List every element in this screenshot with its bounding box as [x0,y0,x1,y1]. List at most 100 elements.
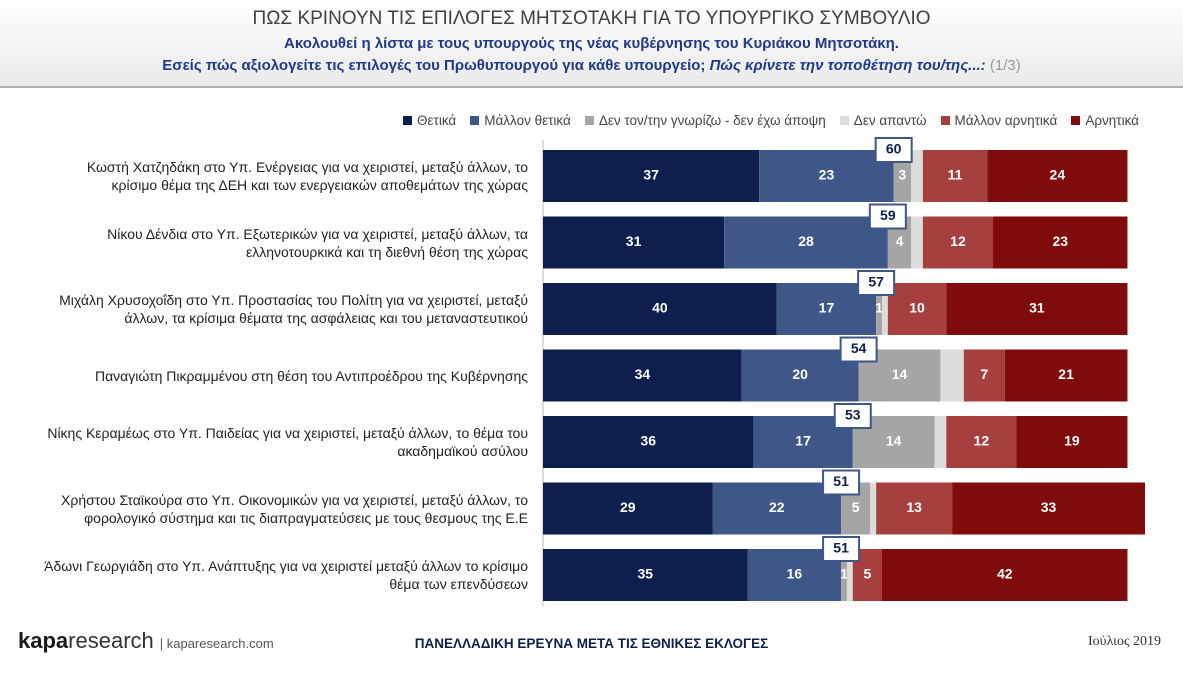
logo-light: research [68,628,154,653]
legend-item: Αρνητικά [1071,113,1139,128]
value-label: 21 [1058,366,1074,382]
value-label: 19 [1064,433,1080,449]
legend-swatch [584,116,594,125]
total-box [822,469,861,496]
bar-segment [963,349,1005,402]
total-label: 54 [851,340,867,356]
legend-label: Μάλλον αρνητικά [954,113,1058,128]
header: ΠΩΣ ΚΡΙΝΟΥΝ ΤΙΣ ΕΠΙΛΟΓΕΣ ΜΗΤΣΟΤΑΚΗ ΓΙΑ Τ… [0,0,1183,88]
bar-segment [543,416,754,468]
value-label: 1 [840,566,848,582]
bar-segment [952,482,1145,535]
value-label: 28 [798,233,814,249]
site: | kaparesearch.com [159,636,274,651]
value-label: 24 [1050,167,1066,183]
bar-segment [870,482,877,535]
bar-segment [940,349,964,402]
value-label: 12 [950,233,966,249]
page-number: (1/3) [989,57,1021,74]
value-label: 23 [819,167,835,183]
legend-swatch [940,116,950,125]
value-label: 11 [948,167,963,183]
value-label: 22 [769,499,785,515]
title: ΠΩΣ ΚΡΙΝΟΥΝ ΤΙΣ ΕΠΙΛΟΓΕΣ ΜΗΤΣΟΤΑΚΗ ΓΙΑ Τ… [252,8,931,29]
value-label: 12 [974,433,990,449]
legend-label: Θετικά [416,113,457,128]
total-label: 51 [833,473,849,489]
value-label: 34 [635,366,651,382]
total-box [839,336,878,363]
total-box [857,270,896,296]
bar-segment [1004,349,1128,402]
bar-segment [543,283,777,335]
bar-segment [887,283,947,335]
legend-item: Δεν απαντώ [839,113,927,128]
legend-swatch [402,116,412,125]
bar-segment [987,150,1128,202]
value-label: 14 [892,366,908,382]
value-label: 5 [852,499,860,515]
legend-swatch [839,116,849,125]
bar-segment [881,549,1128,601]
bar-segment [911,150,923,202]
value-label: 33 [1041,499,1057,515]
category-label: Νίκου Δένδια στο Υπ. Εξωτερικών για να χ… [107,225,528,260]
value-label: 10 [909,300,925,316]
value-label: 3 [899,167,907,183]
bar-segment [934,416,947,468]
legend-label: Αρνητικά [1085,113,1139,128]
legend-label: Μάλλον θετικά [484,113,571,128]
total-label: 51 [833,540,849,556]
bar-segment [543,216,725,269]
value-label: 16 [787,566,803,582]
value-label: 17 [795,433,811,449]
bar-segment [712,482,842,535]
value-label: 29 [620,499,636,515]
bar-segment [846,549,853,601]
logo-bold: kapa [18,628,69,653]
value-label: 14 [886,433,902,449]
value-label: 13 [906,499,922,515]
bar-segment [724,216,888,269]
question-italic: Πώς κρίνετε την τοποθέτηση του/της...: [709,57,986,74]
legend: Θετικά Μάλλον θετικά Δεν τον/την γνωρίζω -… [402,113,1139,128]
value-label: 23 [1052,233,1068,249]
value-label: 35 [637,566,653,582]
total-box [822,536,861,562]
bar-segment [911,216,923,269]
total-label: 53 [845,407,861,423]
bar-segment [1016,416,1128,468]
category-label: Μιχάλη Χρυσοχοΐδη στο Υπ. Προστασίας του… [59,292,528,326]
legend-item: Δεν τον/την γνωρίζω - δεν έχω άποψη [584,113,826,128]
category-label: Παναγιώτη Πικραμμένου στη θέση του Αντιπ… [94,367,528,384]
logo: kaparesearch | kaparesearch.com [18,628,274,654]
total-label: 60 [886,141,902,157]
value-label: 31 [626,233,642,249]
value-label: 4 [896,233,904,249]
bar-segment [741,349,859,402]
bar-segment [993,216,1128,269]
value-label: 36 [640,433,656,449]
category-label: Χρήστου Σταϊκούρα στο Υπ. Οικονομικών γι… [61,491,528,526]
bar-segment [946,416,1017,468]
value-label: 31 [1029,300,1045,316]
bar-segment [841,549,847,601]
value-label: 17 [819,300,835,316]
legend-item: Μάλλον αρνητικά [940,113,1058,128]
value-label: 7 [980,366,988,382]
footer-date: Ιούλιος 2019 [1087,634,1161,649]
value-label: 37 [643,167,659,183]
category-label: Κωστή Χατζηδάκη στο Υπ. Ενέργειας για να… [86,159,528,193]
total-label: 57 [868,274,884,290]
question: Εσείς πώς αξιολογείτε τις επιλογές του Π… [0,57,1183,74]
legend-item: Θετικά [402,113,457,128]
value-label: 20 [792,366,808,382]
bar-segment [946,283,1128,335]
bar-segment [922,216,994,269]
bar-segment [881,283,888,335]
bar-segment [759,150,894,202]
category-label: Νίκης Κεραμέως στο Υπ. Παιδείας για να χ… [47,425,528,459]
total-label: 59 [880,207,896,223]
legend-swatch [470,116,480,125]
